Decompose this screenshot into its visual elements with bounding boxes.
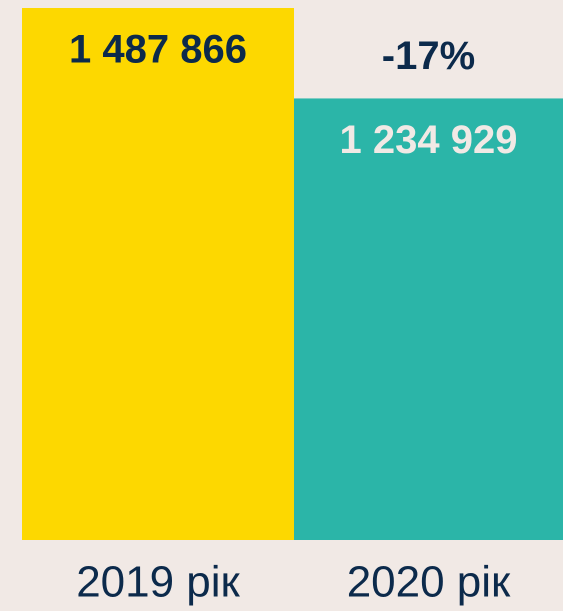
x-tick-label: 2019 рік (76, 558, 240, 607)
value-label: 1 234 929 (340, 118, 518, 162)
annotation: -17% (382, 34, 475, 78)
x-tick-label: 2020 рік (347, 558, 511, 607)
value-label: 1 487 866 (69, 28, 247, 72)
bar (22, 8, 294, 540)
bar (294, 98, 563, 541)
